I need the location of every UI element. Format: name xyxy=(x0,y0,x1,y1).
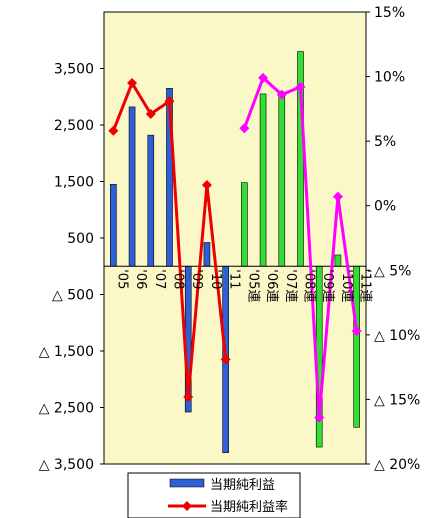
data-point xyxy=(276,89,287,100)
data-point xyxy=(164,96,175,107)
right-tick-label: △ 10% xyxy=(374,328,420,344)
data-point xyxy=(145,109,156,120)
x-tick-label: '06 xyxy=(133,269,148,289)
plot-area xyxy=(103,11,367,465)
right-tick-label: 5% xyxy=(374,134,396,150)
data-point xyxy=(332,191,343,202)
x-tick-label: '05 xyxy=(114,269,129,289)
left-tick-label: △ 2,500 xyxy=(39,401,94,417)
left-tick-label: △ 1,500 xyxy=(39,344,94,360)
data-point xyxy=(351,325,362,336)
data-point xyxy=(258,72,269,83)
right-tick-label: △ 5% xyxy=(374,263,411,279)
x-tick-label: '10連 xyxy=(339,269,354,302)
data-point xyxy=(220,354,231,365)
data-point xyxy=(295,81,306,92)
right-tick-label: △ 20% xyxy=(374,457,420,473)
x-tick-label: '09 xyxy=(189,269,204,289)
left-tick-label: △ 500 xyxy=(52,288,94,304)
data-point xyxy=(108,125,119,136)
x-axis: '05 '06 '07 '08'09 '10 '11'05連 '06連 '07連 '08連 '09… xyxy=(114,269,372,302)
left-axis: △ 3,500 △ 2,500 △ 1,500 △ 500 500 1,500 2,500 3… xyxy=(39,62,104,473)
left-tick-label: 2,500 xyxy=(54,118,94,134)
left-tick-label: 3,500 xyxy=(54,62,94,78)
x-tick-label: '05連 xyxy=(245,269,260,302)
bar xyxy=(203,242,211,267)
bar xyxy=(110,184,117,267)
data-point xyxy=(127,78,138,89)
bar xyxy=(128,106,136,267)
legend-label-bar: 当期純利益 xyxy=(210,478,275,493)
legend-swatch-marker xyxy=(182,501,192,511)
bar xyxy=(259,93,267,267)
legend-label-line: 当期純利益率 xyxy=(210,499,288,515)
x-tick-label: '09連 xyxy=(320,269,335,302)
right-axis: △ 20% △ 15% △ 10% △ 5% 0% 5% 10% 15% xyxy=(366,5,420,473)
left-tick-label: 1,500 xyxy=(54,175,94,191)
left-tick-label: 500 xyxy=(67,231,94,247)
x-tick-label: '07 xyxy=(152,269,167,289)
x-tick-label: '11 xyxy=(227,269,242,289)
x-tick-label: '11連 xyxy=(358,269,373,302)
bar xyxy=(241,182,248,267)
x-tick-label: '08 xyxy=(171,269,186,289)
legend-swatch-bar xyxy=(169,478,205,488)
right-tick-label: 10% xyxy=(374,70,405,86)
right-tick-label: 15% xyxy=(374,5,405,21)
data-point xyxy=(239,123,250,134)
right-tick-label: 0% xyxy=(374,199,396,215)
bar xyxy=(334,254,342,267)
data-point xyxy=(183,391,194,402)
x-tick-label: '08連 xyxy=(302,269,317,302)
x-tick-label: '10 xyxy=(208,269,223,289)
x-tick-label: '07連 xyxy=(283,269,298,302)
legend: 当期純利益 当期純利益率 xyxy=(127,472,301,518)
data-point xyxy=(201,180,212,191)
right-tick-label: △ 15% xyxy=(374,392,420,408)
legend-box xyxy=(127,472,301,518)
data-point xyxy=(314,412,325,423)
bar xyxy=(147,134,155,267)
line-series xyxy=(108,72,362,423)
left-tick-label: △ 3,500 xyxy=(39,457,94,473)
bar xyxy=(278,95,286,267)
x-tick-label: '06連 xyxy=(264,269,279,302)
